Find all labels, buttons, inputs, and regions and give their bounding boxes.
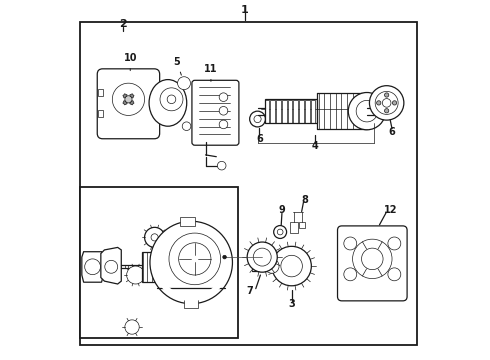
Circle shape xyxy=(277,229,283,235)
Bar xyxy=(265,99,317,123)
Text: 7: 7 xyxy=(246,286,253,296)
Circle shape xyxy=(160,88,183,111)
Circle shape xyxy=(112,83,145,116)
Circle shape xyxy=(167,95,176,104)
Circle shape xyxy=(247,242,277,272)
Circle shape xyxy=(369,86,404,120)
Text: 6: 6 xyxy=(256,134,263,144)
FancyBboxPatch shape xyxy=(338,226,407,301)
Bar xyxy=(180,217,195,226)
Wedge shape xyxy=(123,100,127,105)
Text: 1: 1 xyxy=(241,5,249,15)
Circle shape xyxy=(151,234,158,241)
Circle shape xyxy=(126,266,145,284)
Circle shape xyxy=(250,111,266,127)
Circle shape xyxy=(155,251,188,283)
Circle shape xyxy=(219,120,228,129)
Text: 11: 11 xyxy=(204,64,218,81)
Bar xyxy=(290,222,298,233)
Circle shape xyxy=(353,239,392,279)
Wedge shape xyxy=(130,94,134,98)
Bar xyxy=(98,89,102,96)
Circle shape xyxy=(163,258,180,276)
Polygon shape xyxy=(101,247,122,284)
Circle shape xyxy=(177,77,191,90)
Bar xyxy=(299,100,304,123)
Bar xyxy=(270,100,275,123)
Circle shape xyxy=(392,101,397,105)
Text: 12: 12 xyxy=(384,206,397,216)
Circle shape xyxy=(344,268,357,281)
Wedge shape xyxy=(130,100,134,105)
Circle shape xyxy=(219,93,228,102)
Bar xyxy=(80,187,238,338)
Circle shape xyxy=(179,243,211,275)
Bar xyxy=(265,100,270,123)
Text: 5: 5 xyxy=(173,57,181,75)
Circle shape xyxy=(385,109,389,113)
Circle shape xyxy=(254,116,261,123)
Text: 9: 9 xyxy=(278,206,285,216)
Bar xyxy=(98,110,102,117)
Polygon shape xyxy=(82,252,103,282)
Text: 4: 4 xyxy=(312,141,318,151)
FancyBboxPatch shape xyxy=(97,69,160,139)
Circle shape xyxy=(362,248,383,270)
Bar xyxy=(299,222,305,228)
Circle shape xyxy=(377,101,381,105)
Circle shape xyxy=(388,237,401,250)
Bar xyxy=(282,100,287,123)
Circle shape xyxy=(375,91,398,114)
Circle shape xyxy=(253,248,271,266)
Bar xyxy=(154,110,159,117)
Text: 8: 8 xyxy=(302,195,309,205)
Wedge shape xyxy=(123,94,127,98)
Bar xyxy=(305,100,310,123)
Text: 2: 2 xyxy=(119,19,127,29)
Bar xyxy=(276,100,281,123)
Bar xyxy=(154,89,159,96)
Circle shape xyxy=(125,320,139,334)
Circle shape xyxy=(274,226,287,238)
Circle shape xyxy=(182,122,191,131)
Bar xyxy=(294,100,298,123)
Circle shape xyxy=(125,96,132,103)
Circle shape xyxy=(281,255,302,277)
Bar xyxy=(311,100,315,123)
Circle shape xyxy=(265,259,279,273)
Ellipse shape xyxy=(149,80,187,126)
Bar xyxy=(142,252,172,282)
Circle shape xyxy=(105,260,118,273)
Text: 3: 3 xyxy=(288,299,295,309)
Circle shape xyxy=(382,99,391,107)
Circle shape xyxy=(145,227,165,247)
Circle shape xyxy=(150,221,232,304)
Bar xyxy=(288,100,293,123)
FancyBboxPatch shape xyxy=(192,80,239,145)
Text: 6: 6 xyxy=(389,127,395,136)
Circle shape xyxy=(218,161,226,170)
Circle shape xyxy=(272,246,311,286)
Circle shape xyxy=(348,93,386,130)
Bar xyxy=(184,300,198,308)
Circle shape xyxy=(169,233,220,285)
Circle shape xyxy=(344,237,357,250)
Circle shape xyxy=(388,268,401,281)
Circle shape xyxy=(223,255,226,259)
Circle shape xyxy=(219,107,228,115)
Text: 10: 10 xyxy=(123,53,137,71)
Circle shape xyxy=(85,259,100,275)
Circle shape xyxy=(356,100,378,122)
Circle shape xyxy=(385,93,389,97)
